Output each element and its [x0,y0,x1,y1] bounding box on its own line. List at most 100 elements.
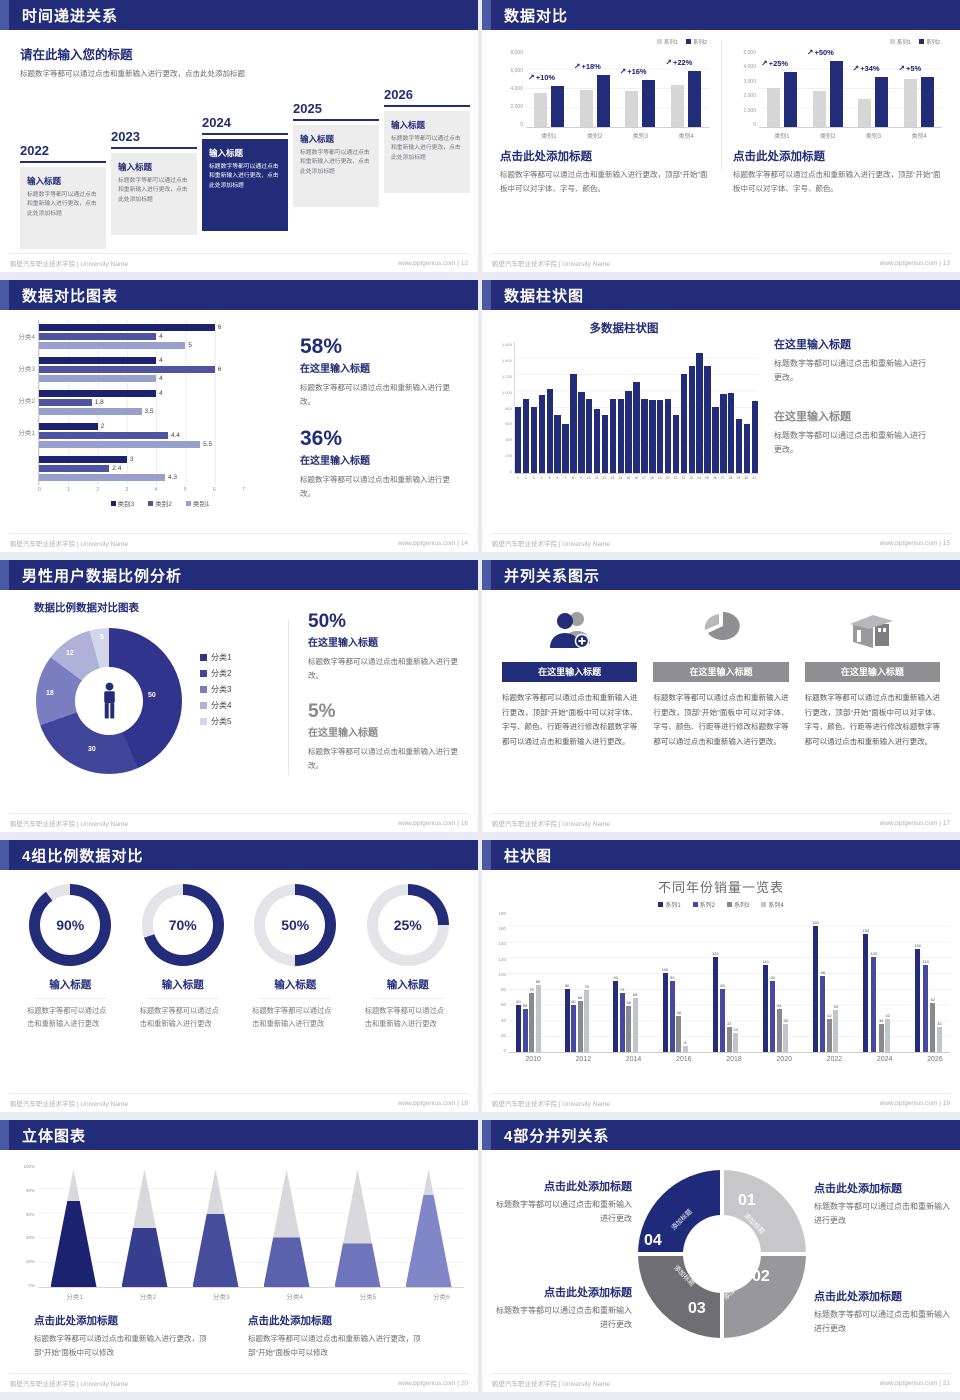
bar [720,988,726,1052]
stat-column: 58% 在这里输入标题 标题数字等都可以通过点击和重新输入进行更改。 36% 在… [282,320,472,508]
bar-row: 2.4 [39,464,244,473]
value-label: 3.5 [144,408,154,415]
slide-17-parallel-cards[interactable]: 并列关系图示 在这里输入标题 标题数字等都可以通过点击和重新输入进行更改，顶部“… [482,560,960,832]
legend-swatch [200,670,207,677]
slide-15-column-chart[interactable]: 数据柱状图 多数据柱状图 1,600 1,400 1,200 1,000 800 600 4… [482,280,960,552]
ring-percent: 25% [377,895,438,955]
cone-bar [405,1169,452,1287]
value-label: 4 [159,375,163,382]
block-body: 标题数字等都可以通过点击和重新输入进行更改 [814,1310,950,1334]
bar [39,375,157,382]
y-tick: 60 [500,1002,506,1008]
slice-value: 50 [148,692,156,699]
header-accent-bar [482,840,491,870]
bar [596,75,610,127]
timeline-year: 2022 [20,143,106,163]
value-label: 85 [535,978,541,984]
bar-row: 4 [39,389,244,398]
x-tick: 分类3 [213,1294,230,1301]
bar-column: 75 [619,987,625,1052]
header-accent-bar [0,0,9,30]
caption-title: 点击此处添加标题 [500,151,592,163]
y-axis: 1,600 1,400 1,200 1,000 800 600 400 200 0 [490,342,514,474]
slide-footer: 鹤壁汽车职业技术学院 | University Name www.pptgeni… [10,253,468,272]
value-label: 42 [885,1012,890,1018]
bar [826,1018,832,1052]
slide-20-cone-chart[interactable]: 立体图表 100% 80% 60% 40% 20% 0% 分类1 分类2 分类3 分类4 分类5 分… [0,1120,478,1392]
card: 在这里输入标题 标题数字等都可以通过点击和重新输入进行更改，顶部“开始”面板中可… [502,598,638,750]
chart-legend: 系列1 系列2 [735,38,940,46]
group-label: 分类1 [18,430,35,437]
section-intro: 标题数字等都可以通过点击和重新输入进行更改，点击此处添加标题 [20,69,245,78]
plot-area: 6 4 5 4 6 4 4 1.8 3.5 2 4.4 5.5 3 2.4 4.3 [38,320,244,485]
slide-title: 数据对比图表 [22,287,119,305]
donut-chart: 50 30 18 12 5 [36,628,182,774]
slide-12-timeline[interactable]: 时间递进关系 请在此输入您的标题 标题数字等都可以通过点击和重新输入进行更改，点… [0,0,478,272]
slice-value: 30 [88,746,96,753]
slide-18-ratio-rings[interactable]: 4组比例数据对比 90% 输入标题 标题数字等都可以通过点击和重新输入进行更改 … [0,840,478,1112]
ring-block: 90% 输入标题 标题数字等都可以通过点击和重新输入进行更改 [19,884,121,1030]
bar [570,374,577,473]
footer-url-page: www.pptgenius.com | 20 [397,1379,468,1387]
bar [617,398,624,473]
timeline-item-2025: 2025 输入标题 标题数字等都可以通过点击和重新输入进行更改，点击此处添加标题 [293,101,379,207]
x-tick: 20 [665,476,670,480]
timeline-item-title: 输入标题 [209,147,244,158]
x-tick: 29 [736,476,741,480]
value-label: 54 [776,1003,782,1009]
slide-13-data-compare[interactable]: 数据对比 系列1 系列2 8,000 6,000 4,000 2,000 0 ↗+10%… [482,0,960,272]
value-label: 96 [820,970,826,976]
divider [259,998,332,999]
chart-left: 系列1 系列2 8,000 6,000 4,000 2,000 0 ↗+10% ↗+18%… [488,36,721,195]
legend-swatch [200,654,207,661]
slide-14-hbar-compare[interactable]: 数据对比图表 分类4 分类3 分类2 分类1 6 4 5 4 6 4 4 1.8 3.5 2 4.4 5.5… [0,280,478,552]
x-tick: 2016 [675,1056,692,1063]
x-tick: 12 [602,476,607,480]
bar [516,1004,521,1052]
group-labels: 分类4 分类3 分类2 分类1 [10,320,38,485]
chart-legend: 系列1 系列2 系列3 系列4 [482,900,960,909]
timeline-item-2024: 2024 输入标题 标题数字等都可以通过点击和重新输入进行更改，点击此处添加标题 [202,115,288,231]
bar-group: 4 6 4 [39,353,244,386]
bar [664,398,672,473]
group-label: 分类4 [18,334,35,341]
slide-body: 不同年份销量一览表 系列1 系列2 系列3 系列4 180 160 140 120 10… [482,877,960,1063]
cone-bar [192,1169,239,1287]
bar-column: 32 [936,1021,942,1052]
value-label: 55 [522,1002,528,1008]
slide-16-donut-analysis[interactable]: 男性用户数据比例分析 数据比例数据对比图表 50 30 18 12 5 [0,560,478,832]
legend-swatch [148,501,154,506]
timeline-item-2022: 2022 输入标题 标题数字等都可以通过点击和重新输入进行更改，点击此处添加标题 [20,143,106,249]
group-label [10,448,38,480]
stat-percent: 58% [300,335,343,358]
bar-column: 75 [529,987,534,1052]
value-label: 3 [129,456,134,463]
bar [696,353,703,473]
bar-column: 90 [669,975,675,1052]
value-label: 58 [626,1000,631,1006]
x-tick: 2 [96,487,100,493]
bar-column: 42 [885,1012,891,1052]
bar-group: 150 120 36 42 [862,928,891,1052]
bar [579,89,593,127]
ring-body: 标题数字等都可以通过点击和重新输入进行更改 [139,1006,219,1028]
y-tick: 0 [520,122,523,128]
legend-swatch [889,39,895,44]
x-tick: 6 [556,476,559,480]
y-tick: 140 [498,941,506,947]
bar [39,423,98,430]
bar [632,998,638,1052]
chart-right: 系列1 系列2 5,000 4,000 3,000 2,000 1,000 0 ↗+25%… [721,36,954,195]
value-label: 75 [529,986,534,992]
bar [642,80,656,127]
bar [766,88,780,127]
slide-21-four-part-circle[interactable]: 4部分并列关系 添加标题 添加标题 添加标题 添加标题 01 02 03 04 … [482,1120,960,1392]
timeline: 2022 输入标题 标题数字等都可以通过点击和重新输入进行更改，点击此处添加标题 … [20,87,470,249]
bar-column: 120 [712,951,719,1052]
value-label: 90 [613,975,618,980]
value-label: 65 [577,994,583,1000]
slide-title: 数据柱状图 [504,287,585,305]
bar [783,1023,789,1052]
slide-19-sales-bars[interactable]: 柱状图 不同年份销量一览表 系列1 系列2 系列3 系列4 180 160 140 1… [482,840,960,1112]
